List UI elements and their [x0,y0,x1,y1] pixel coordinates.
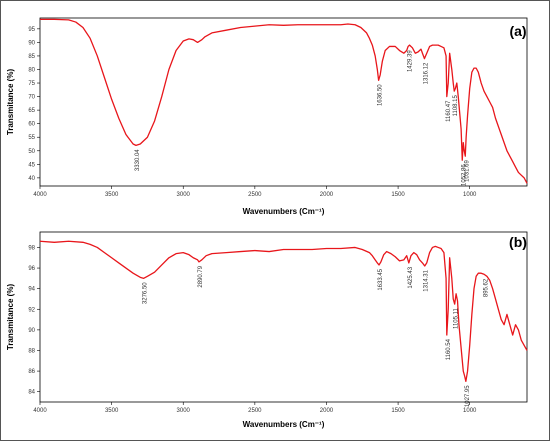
peak-labels-a: 3330.04 1636.50 1429.39 1316.12 1160.47 1108.… [135,50,470,186]
y-tick-label: 80 [28,67,35,73]
peak-label: 2890.79 [198,265,204,287]
x-tick-label: 3500 [105,192,119,198]
x-tick-label: 2500 [248,192,262,198]
peak-label: 1160.47 [446,100,452,122]
x-tick-label: 3000 [177,408,191,414]
x-tick-label: 1000 [463,192,477,198]
x-tick-label: 4000 [33,192,47,198]
plot-frame-a [39,17,528,187]
y-axis-title-a: Transmitance (%) [6,69,15,136]
y-tick-label: 95 [28,27,35,33]
x-tick-label: 3000 [177,192,191,198]
x-tick-label: 4000 [33,408,47,414]
peak-label: 1052.86 [461,164,467,186]
y-tick-label: 60 [28,122,35,128]
x-tick-label: 2500 [248,408,262,414]
spectrum-panel-b: 4000 3500 3000 2500 2000 1500 1000 84 86 88 90 92 94… [6,231,528,429]
spectrum-panel-a: 4000 3500 3000 2500 2000 1500 1000 40 45 50 55 60 65… [6,17,528,216]
x-tick-label: 1500 [391,408,405,414]
peak-label: 1160.54 [446,338,452,360]
y-tick-label: 98 [28,245,35,251]
spectrum-line-a [40,18,528,184]
y-tick-label: 88 [28,348,35,354]
peak-label: 1027.95 [465,385,471,407]
y-tick-label: 75 [28,81,35,87]
y-tick-label: 70 [28,95,35,101]
panel-label-a: (a) [509,23,526,39]
peak-label: 1429.39 [407,50,413,72]
axis-ticks-a: 4000 3500 3000 2500 2000 1500 1000 40 45 50 55 60 65… [28,27,477,198]
peak-labels-b: 3276.50 2890.79 1633.45 1425.43 1314.31 1160.… [143,265,490,407]
peak-label: 1633.45 [378,268,384,290]
x-tick-label: 1000 [463,408,477,414]
peak-label: 3276.50 [143,282,149,304]
x-tick-label: 2000 [320,408,334,414]
y-tick-label: 45 [28,162,35,168]
x-axis-title-b: Wavenumbers (Cm⁻¹) [243,420,325,429]
plot-frame-b [39,231,528,403]
peak-label: 1031.69 [464,160,470,182]
peak-label: 1108.15 [453,95,459,117]
x-tick-label: 2000 [320,192,334,198]
spectrum-line-b [39,240,528,383]
y-tick-label: 84 [28,390,35,396]
peak-label: 3330.04 [135,149,141,171]
y-tick-label: 65 [28,108,35,114]
y-tick-label: 94 [28,287,35,293]
axis-ticks-b: 4000 3500 3000 2500 2000 1500 1000 84 86 88 90 92 94… [28,245,477,414]
x-axis-title-a: Wavenumbers (Cm⁻¹) [243,207,325,216]
y-tick-label: 96 [28,266,35,272]
y-tick-label: 90 [28,328,35,334]
y-tick-label: 85 [28,54,35,60]
x-tick-label: 3500 [105,408,119,414]
y-tick-label: 55 [28,135,35,141]
y-tick-label: 92 [28,307,35,313]
y-tick-label: 50 [28,149,35,155]
y-tick-label: 86 [28,369,35,375]
y-axis-title-b: Transmitance (%) [6,284,15,351]
peak-label: 1425.43 [408,266,414,288]
y-tick-label: 90 [28,40,35,46]
peak-label: 1105.11 [454,307,460,328]
peak-label: 895.62 [484,278,490,297]
peak-label: 1636.50 [378,84,384,106]
panel-label-b: (b) [509,234,527,250]
y-tick-label: 40 [28,176,35,182]
peak-label: 1316.12 [423,62,429,84]
x-tick-label: 1500 [391,192,405,198]
peak-label: 1314.31 [424,269,430,291]
